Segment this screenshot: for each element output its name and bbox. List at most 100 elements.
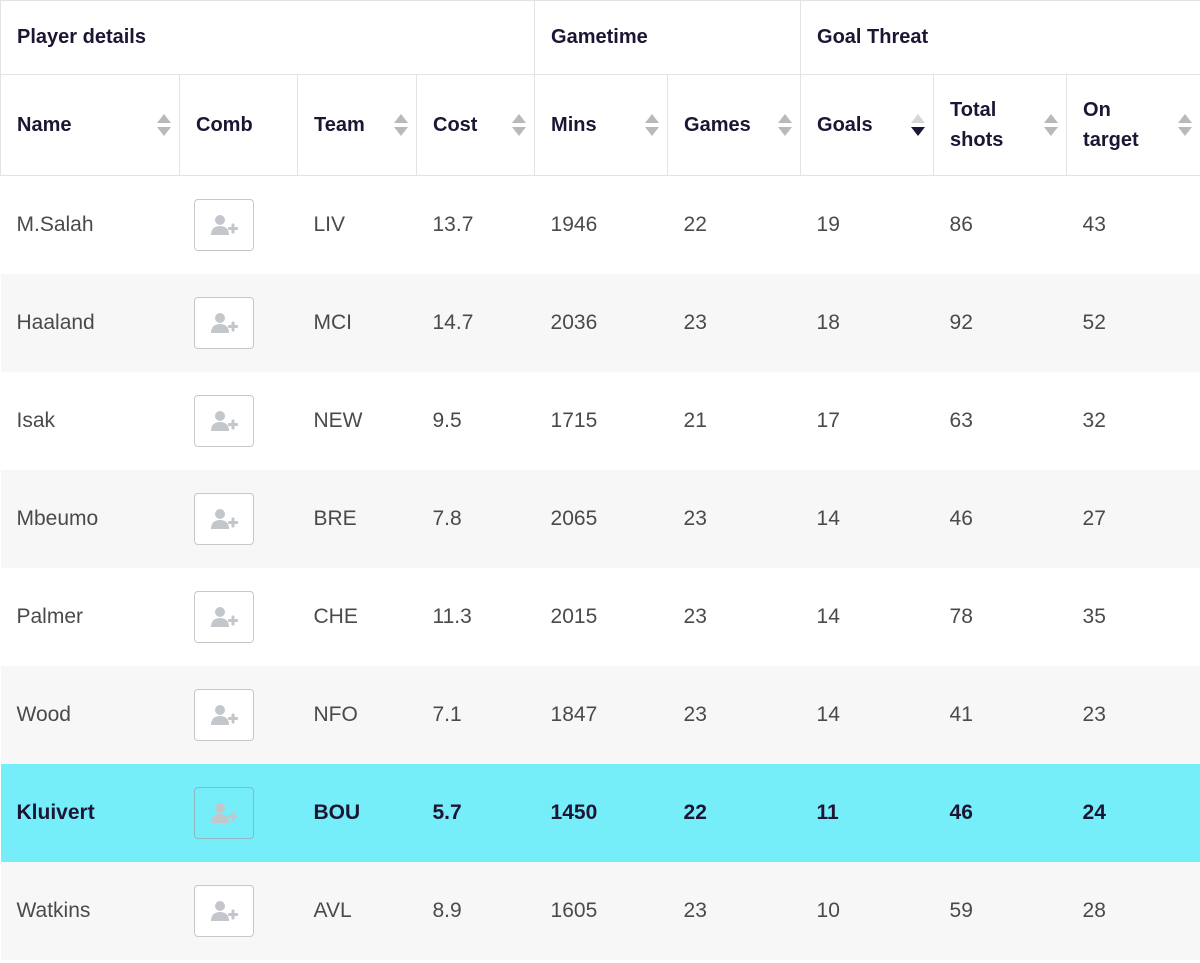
cost-cell: 7.1 — [416, 666, 535, 764]
player-name-cell[interactable]: Watkins — [0, 862, 180, 960]
goals-cell: 14 — [800, 666, 934, 764]
column-header-goals[interactable]: Goals — [800, 74, 935, 176]
table-row[interactable]: Kluivert BOU 5.7 1450 22 11 46 24 — [0, 764, 1200, 862]
on-target-cell: 32 — [1066, 372, 1200, 470]
group-header-goal-threat: Goal Threat — [800, 0, 1200, 75]
mins-cell: 1715 — [534, 372, 668, 470]
on-target-cell: 28 — [1066, 862, 1200, 960]
sort-icon[interactable] — [394, 113, 408, 137]
sort-icon[interactable] — [1178, 113, 1193, 137]
add-to-comb-button[interactable] — [193, 689, 254, 741]
table-row[interactable]: Isak NEW 9.5 1715 21 17 63 32 — [0, 372, 1200, 470]
cost-cell: 5.7 — [416, 764, 535, 862]
add-user-icon — [210, 215, 238, 235]
games-cell: 21 — [667, 372, 801, 470]
team-cell: BOU — [297, 764, 417, 862]
comb-cell — [179, 470, 298, 568]
team-cell: LIV — [297, 175, 417, 274]
player-name-cell[interactable]: Wood — [0, 666, 180, 764]
column-label-on-target: On target — [1083, 99, 1139, 151]
games-cell: 23 — [667, 666, 801, 764]
column-header-comb: Comb — [179, 74, 298, 176]
mins-cell: 2036 — [534, 274, 668, 372]
mins-cell: 1946 — [534, 175, 668, 274]
player-name-cell[interactable]: Kluivert — [0, 764, 180, 862]
player-name-cell[interactable]: Palmer — [0, 568, 180, 666]
column-header-on-target[interactable]: On target — [1066, 74, 1200, 176]
team-cell: AVL — [297, 862, 417, 960]
group-header-gametime: Gametime — [534, 0, 802, 75]
player-name-cell[interactable]: Haaland — [0, 274, 180, 372]
add-user-icon — [210, 803, 238, 823]
goals-cell: 14 — [800, 568, 934, 666]
total-shots-cell: 86 — [933, 175, 1067, 274]
comb-cell — [179, 372, 298, 470]
sort-desc-icon[interactable] — [911, 113, 926, 137]
sort-icon[interactable] — [512, 113, 527, 137]
sort-icon[interactable] — [1044, 113, 1059, 137]
table-row[interactable]: Haaland MCI 14.7 2036 23 18 92 52 — [0, 274, 1200, 372]
add-user-icon — [210, 607, 238, 627]
comb-cell — [179, 175, 298, 274]
column-header-mins[interactable]: Mins — [534, 74, 669, 176]
column-header-games[interactable]: Games — [667, 74, 802, 176]
cost-cell: 11.3 — [416, 568, 535, 666]
mins-cell: 2065 — [534, 470, 668, 568]
sort-icon[interactable] — [157, 113, 171, 137]
on-target-cell: 24 — [1066, 764, 1200, 862]
goals-cell: 10 — [800, 862, 934, 960]
games-cell: 22 — [667, 764, 801, 862]
mins-cell: 1847 — [534, 666, 668, 764]
add-to-comb-button[interactable] — [193, 199, 254, 251]
sort-icon[interactable] — [778, 113, 793, 137]
on-target-cell: 27 — [1066, 470, 1200, 568]
column-header-team[interactable]: Team — [297, 74, 417, 176]
team-cell: CHE — [297, 568, 417, 666]
cost-cell: 8.9 — [416, 862, 535, 960]
player-name-cell[interactable]: M.Salah — [0, 175, 180, 274]
column-label-team: Team — [314, 114, 365, 136]
total-shots-cell: 41 — [933, 666, 1067, 764]
player-name-cell[interactable]: Isak — [0, 372, 180, 470]
column-label-games: Games — [684, 114, 751, 136]
table-row[interactable]: Watkins AVL 8.9 1605 23 10 59 28 — [0, 862, 1200, 960]
column-group-row: Player details Gametime Goal Threat — [0, 0, 1200, 75]
on-target-cell: 43 — [1066, 175, 1200, 274]
add-to-comb-button[interactable] — [193, 885, 254, 937]
comb-cell — [179, 764, 298, 862]
column-label-cost: Cost — [433, 114, 478, 136]
add-to-comb-button[interactable] — [193, 787, 254, 839]
mins-cell: 2015 — [534, 568, 668, 666]
column-header-name[interactable]: Name — [0, 74, 180, 176]
sort-icon[interactable] — [645, 113, 660, 137]
comb-cell — [179, 666, 298, 764]
column-label-name: Name — [17, 114, 72, 136]
table-row[interactable]: Palmer CHE 11.3 2015 23 14 78 35 — [0, 568, 1200, 666]
table-row[interactable]: M.Salah LIV 13.7 1946 22 19 86 43 — [0, 175, 1200, 274]
total-shots-cell: 59 — [933, 862, 1067, 960]
team-cell: NEW — [297, 372, 417, 470]
add-to-comb-button[interactable] — [193, 297, 254, 349]
cost-cell: 9.5 — [416, 372, 535, 470]
add-user-icon — [210, 901, 238, 921]
table-row[interactable]: Mbeumo BRE 7.8 2065 23 14 46 27 — [0, 470, 1200, 568]
column-header-cost[interactable]: Cost — [415, 74, 536, 176]
on-target-cell: 52 — [1066, 274, 1200, 372]
group-header-player-details: Player details — [0, 0, 536, 75]
add-user-icon — [210, 313, 238, 333]
player-name-cell[interactable]: Mbeumo — [0, 470, 180, 568]
add-to-comb-button[interactable] — [193, 591, 254, 643]
games-cell: 23 — [667, 862, 801, 960]
table-row[interactable]: Wood NFO 7.1 1847 23 14 41 23 — [0, 666, 1200, 764]
add-user-icon — [210, 705, 238, 725]
add-to-comb-button[interactable] — [193, 493, 254, 545]
column-header-total-shots[interactable]: Total shots — [933, 74, 1068, 176]
games-cell: 22 — [667, 175, 801, 274]
cost-cell: 14.7 — [416, 274, 535, 372]
mins-cell: 1605 — [534, 862, 668, 960]
goals-cell: 19 — [800, 175, 934, 274]
add-to-comb-button[interactable] — [193, 395, 254, 447]
total-shots-cell: 78 — [933, 568, 1067, 666]
games-cell: 23 — [667, 568, 801, 666]
